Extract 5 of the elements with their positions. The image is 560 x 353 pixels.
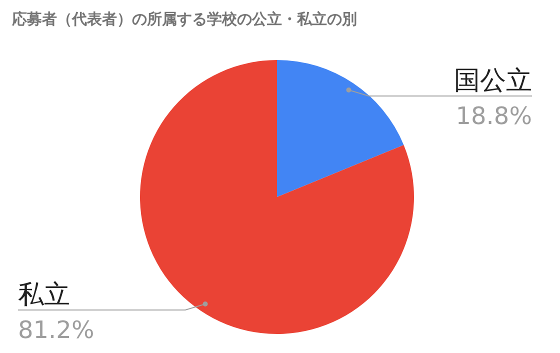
slice-label: 私立 bbox=[18, 280, 70, 310]
data-label: 81.2% bbox=[18, 316, 94, 344]
slice-label: 国公立 bbox=[454, 66, 532, 96]
chart-title: 応募者（代表者）の所属する学校の公立・私立の別 bbox=[11, 10, 357, 28]
data-label: 18.8% bbox=[456, 102, 532, 130]
